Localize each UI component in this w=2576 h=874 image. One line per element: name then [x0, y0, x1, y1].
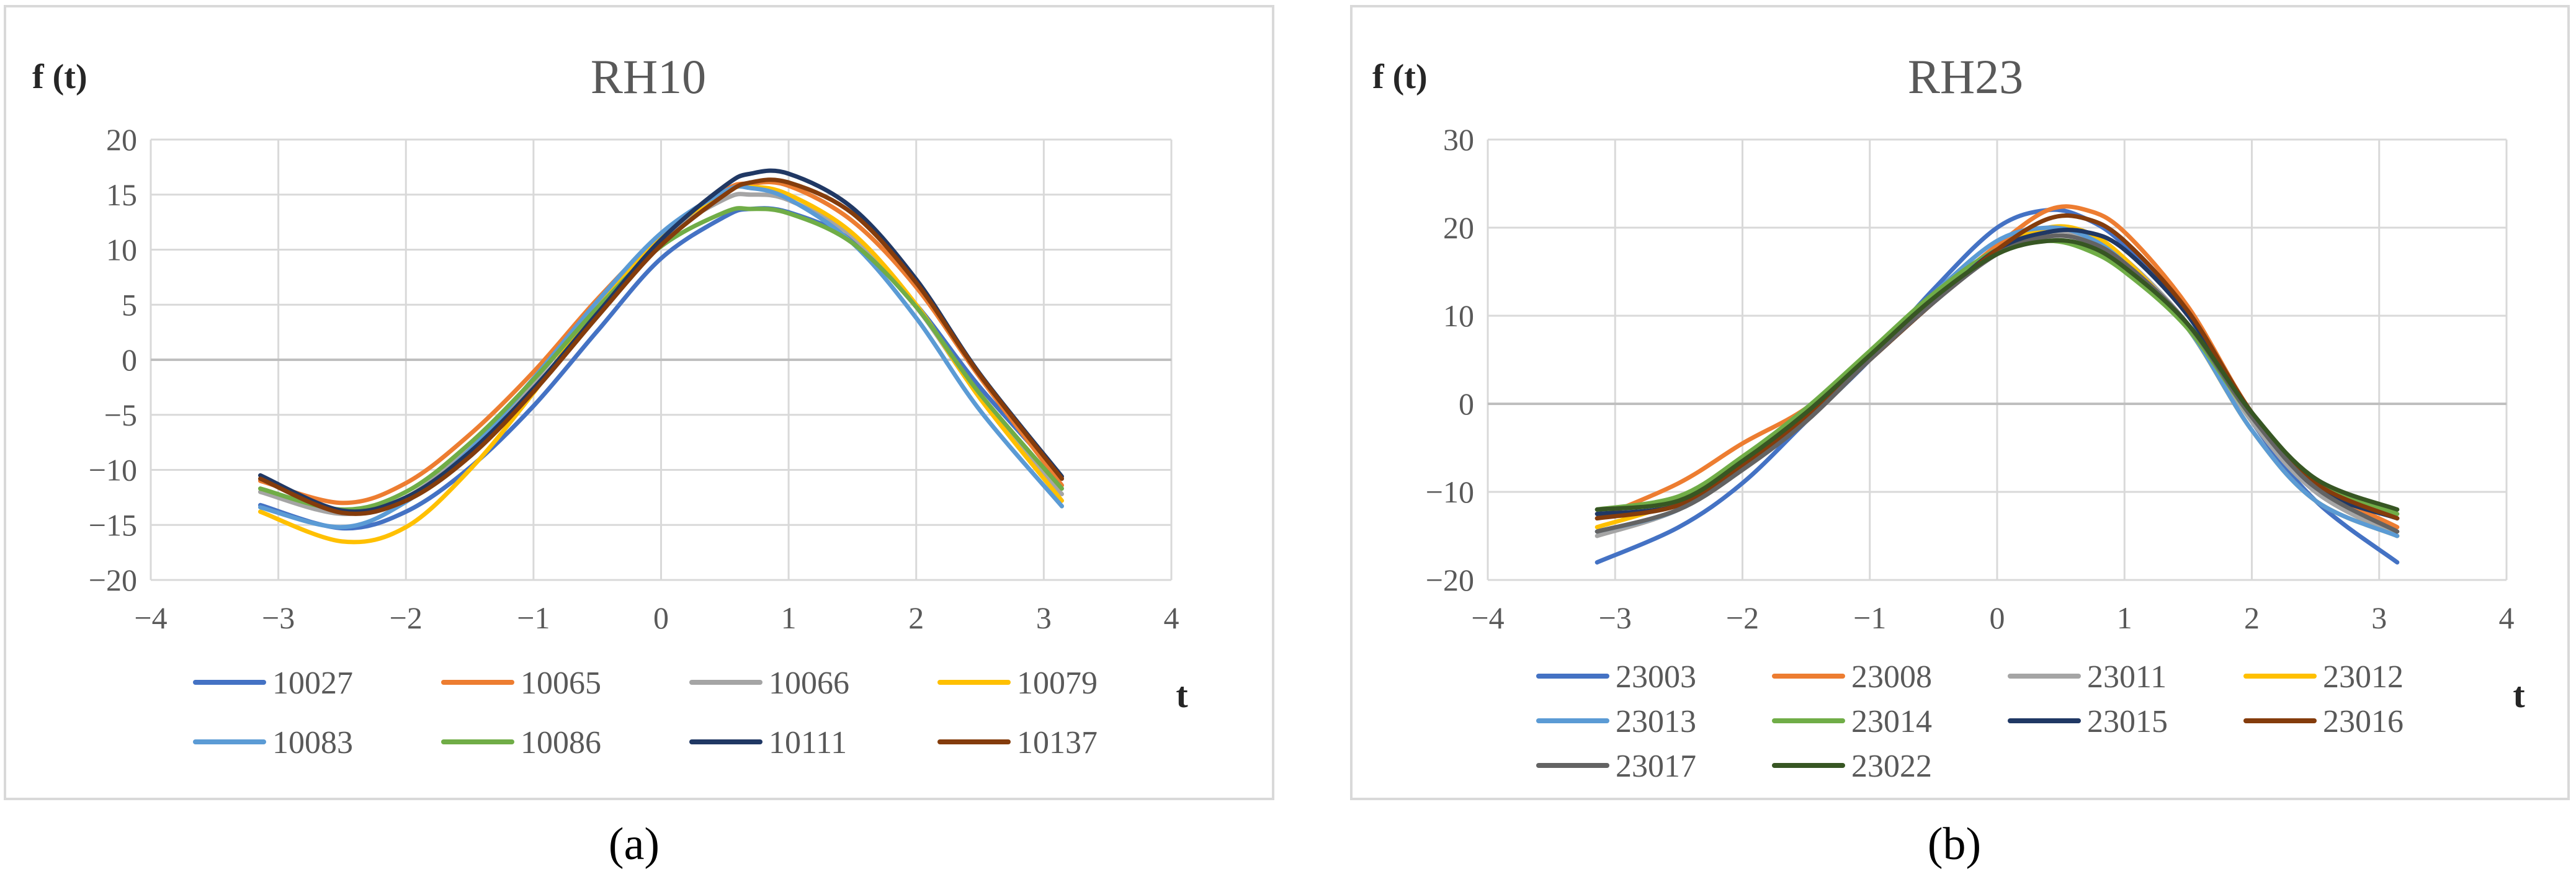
panel-a-caption: (a)	[609, 819, 660, 870]
legend-entry-23012: 23012	[2243, 659, 2404, 695]
legend-label: 23013	[1616, 704, 1696, 739]
legend-entry-10111: 10111	[689, 725, 847, 760]
chart-b-x-tick-label: 1	[2117, 600, 2132, 635]
chart-a-y-tick-label: −5	[104, 398, 137, 432]
legend-label: 23014	[1851, 704, 1932, 739]
chart-a-x-tick-label: 0	[653, 600, 669, 635]
chart-a-x-tick-label: 2	[908, 600, 924, 635]
chart-b-y-tick-label: 30	[1443, 122, 1474, 157]
legend-label: 10086	[521, 725, 601, 760]
chart-a-y-tick-label: 20	[106, 122, 137, 157]
legend-label: 10079	[1017, 666, 1098, 701]
chart-a-y-tick-label: −20	[89, 563, 137, 597]
legend-entry-10065: 10065	[441, 666, 601, 701]
chart-b-x-tick-label: 0	[1990, 600, 2005, 635]
chart-a-x-axis-label: t	[1176, 675, 1188, 715]
legend-label: 23015	[2087, 704, 2168, 739]
chart-a-y-tick-label: 15	[106, 177, 137, 212]
chart-b-y-tick-label: 10	[1443, 298, 1474, 333]
chart-b-x-tick-label: 3	[2371, 600, 2387, 635]
chart-a-x-tick-label: 1	[781, 600, 797, 635]
legend-entry-23013: 23013	[1536, 704, 1696, 739]
legend-entry-10083: 10083	[193, 725, 353, 760]
chart-b-x-tick-label: −2	[1726, 600, 1759, 635]
chart-b-x-tick-label: −1	[1853, 600, 1886, 635]
legend-label: 10027	[272, 666, 353, 701]
chart-a-legend: 10027 10065 10066 10079 10083 10086 10111 10137	[193, 666, 1098, 760]
legend-entry-23011: 23011	[2008, 659, 2167, 695]
legend-label: 23022	[1851, 749, 1932, 784]
chart-b-y-tick-label: −10	[1426, 475, 1474, 509]
chart-a-x-tick-label: −1	[517, 600, 550, 635]
chart-b-y-tick-label: 0	[1459, 386, 1474, 421]
legend-label: 23011	[2087, 659, 2167, 695]
chart-b-series	[1594, 204, 2400, 565]
chart-a-y-tick-label: 5	[122, 287, 137, 322]
legend-label: 23008	[1851, 659, 1932, 695]
legend-label: 10065	[521, 666, 601, 701]
chart-a-y-axis-label: f (t)	[32, 58, 87, 96]
legend-label: 23017	[1616, 749, 1696, 784]
legend-entry-23022: 23022	[1772, 749, 1932, 784]
chart-a-y-tick-label: 10	[106, 233, 137, 267]
chart-a-y-tick-label: −15	[89, 507, 137, 542]
chart-a-y-tick-label: −10	[89, 453, 137, 488]
legend-entry-10066: 10066	[689, 666, 849, 701]
chart-b-y-tick-label: 20	[1443, 210, 1474, 245]
legend-entry-10137: 10137	[937, 725, 1098, 760]
chart-a-x-tick-label: −3	[262, 600, 295, 635]
legend-entry-23015: 23015	[2008, 704, 2168, 739]
legend-entry-23008: 23008	[1772, 659, 1932, 695]
chart-b-x-tick-label: 4	[2499, 600, 2515, 635]
legend-label: 23003	[1616, 659, 1696, 695]
legend-entry-10079: 10079	[937, 666, 1098, 701]
chart-b-title: RH23	[1908, 50, 2023, 104]
legend-entry-23017: 23017	[1536, 749, 1696, 784]
panel-b-caption: (b)	[1928, 819, 1981, 870]
chart-b-legend: 23003 23008 23011 23012 23013 23014 23015 23016…	[1536, 659, 2404, 784]
chart-a-y-tick-label: 0	[122, 342, 137, 377]
series-line-10137	[258, 177, 1064, 516]
chart-b-y-axis-label: f (t)	[1372, 58, 1428, 96]
chart-a-title: RH10	[591, 50, 706, 104]
legend-label: 10111	[769, 725, 847, 760]
chart-a-x-tick-label: −2	[390, 600, 423, 635]
chart-b-x-tick-label: −3	[1599, 600, 1632, 635]
legend-label: 23012	[2323, 659, 2404, 695]
chart-a-x-tick-label: −4	[134, 600, 167, 635]
legend-label: 10137	[1017, 725, 1098, 760]
chart-b-x-tick-label: 2	[2244, 600, 2260, 635]
chart-b-y-tick-label: −20	[1426, 563, 1474, 597]
chart-a-x-tick-label: 4	[1164, 600, 1179, 635]
series-line-23022	[1594, 238, 2400, 512]
legend-entry-23014: 23014	[1772, 704, 1932, 739]
legend-label: 23016	[2323, 704, 2404, 739]
legend-label: 10083	[272, 725, 353, 760]
legend-entry-23016: 23016	[2243, 704, 2404, 739]
series-line-10086	[258, 206, 1064, 512]
chart-a-frame	[4, 5, 1274, 800]
legend-entry-23003: 23003	[1536, 659, 1696, 695]
legend-entry-10086: 10086	[441, 725, 601, 760]
chart-a-series	[258, 168, 1064, 545]
chart-b-x-axis-label: t	[2513, 675, 2525, 715]
chart-a-x-tick-label: 3	[1036, 600, 1052, 635]
legend-entry-10027: 10027	[193, 666, 353, 701]
legend-label: 10066	[769, 666, 849, 701]
chart-b-x-tick-label: −4	[1471, 600, 1504, 635]
